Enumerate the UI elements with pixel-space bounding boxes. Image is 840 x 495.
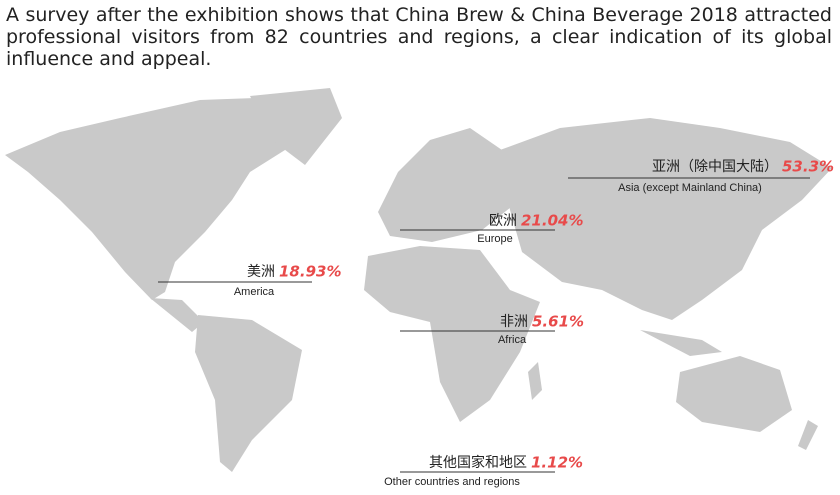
region-percent: 53.3% <box>782 158 834 176</box>
region-name-zh: 美洲 <box>247 264 275 280</box>
other-label: 其他国家和地区 1.12% Other countries and region… <box>384 454 583 488</box>
region-percent: 1.12% <box>531 454 583 472</box>
region-name-en: Africa <box>498 334 527 346</box>
africa-label: 非洲 5.61% Africa <box>400 313 584 346</box>
europe <box>378 128 520 242</box>
intro-text: A survey after the exhibition shows that… <box>6 4 832 70</box>
south-america <box>195 315 302 472</box>
north-america <box>5 98 290 300</box>
region-name-en: Asia (except Mainland China) <box>618 182 762 194</box>
region-name-en: America <box>234 286 275 298</box>
region-name-zh: 非洲 <box>500 314 528 330</box>
greenland <box>250 88 342 165</box>
region-percent: 18.93% <box>279 263 341 281</box>
region-name-zh: 亚洲（除中国大陆） <box>652 159 778 175</box>
region-name-en: Europe <box>477 233 512 245</box>
region-percent: 21.04% <box>521 212 583 230</box>
region-name-en: Other countries and regions <box>384 476 520 488</box>
asia <box>500 118 832 320</box>
continents <box>5 88 832 472</box>
islands <box>640 330 722 356</box>
america-label: 美洲 18.93% America <box>158 263 341 298</box>
new-zealand <box>798 420 818 450</box>
region-name-zh: 欧洲 <box>489 213 517 229</box>
madagascar <box>528 362 542 400</box>
asia-label: 亚洲（除中国大陆） 53.3% Asia (except Mainland Ch… <box>568 158 834 194</box>
central-america <box>150 298 204 332</box>
region-name-zh: 其他国家和地区 <box>429 454 527 471</box>
europe-label: 欧洲 21.04% Europe <box>400 212 583 245</box>
africa <box>364 246 540 422</box>
region-percent: 5.61% <box>532 313 584 331</box>
australia <box>676 356 792 432</box>
